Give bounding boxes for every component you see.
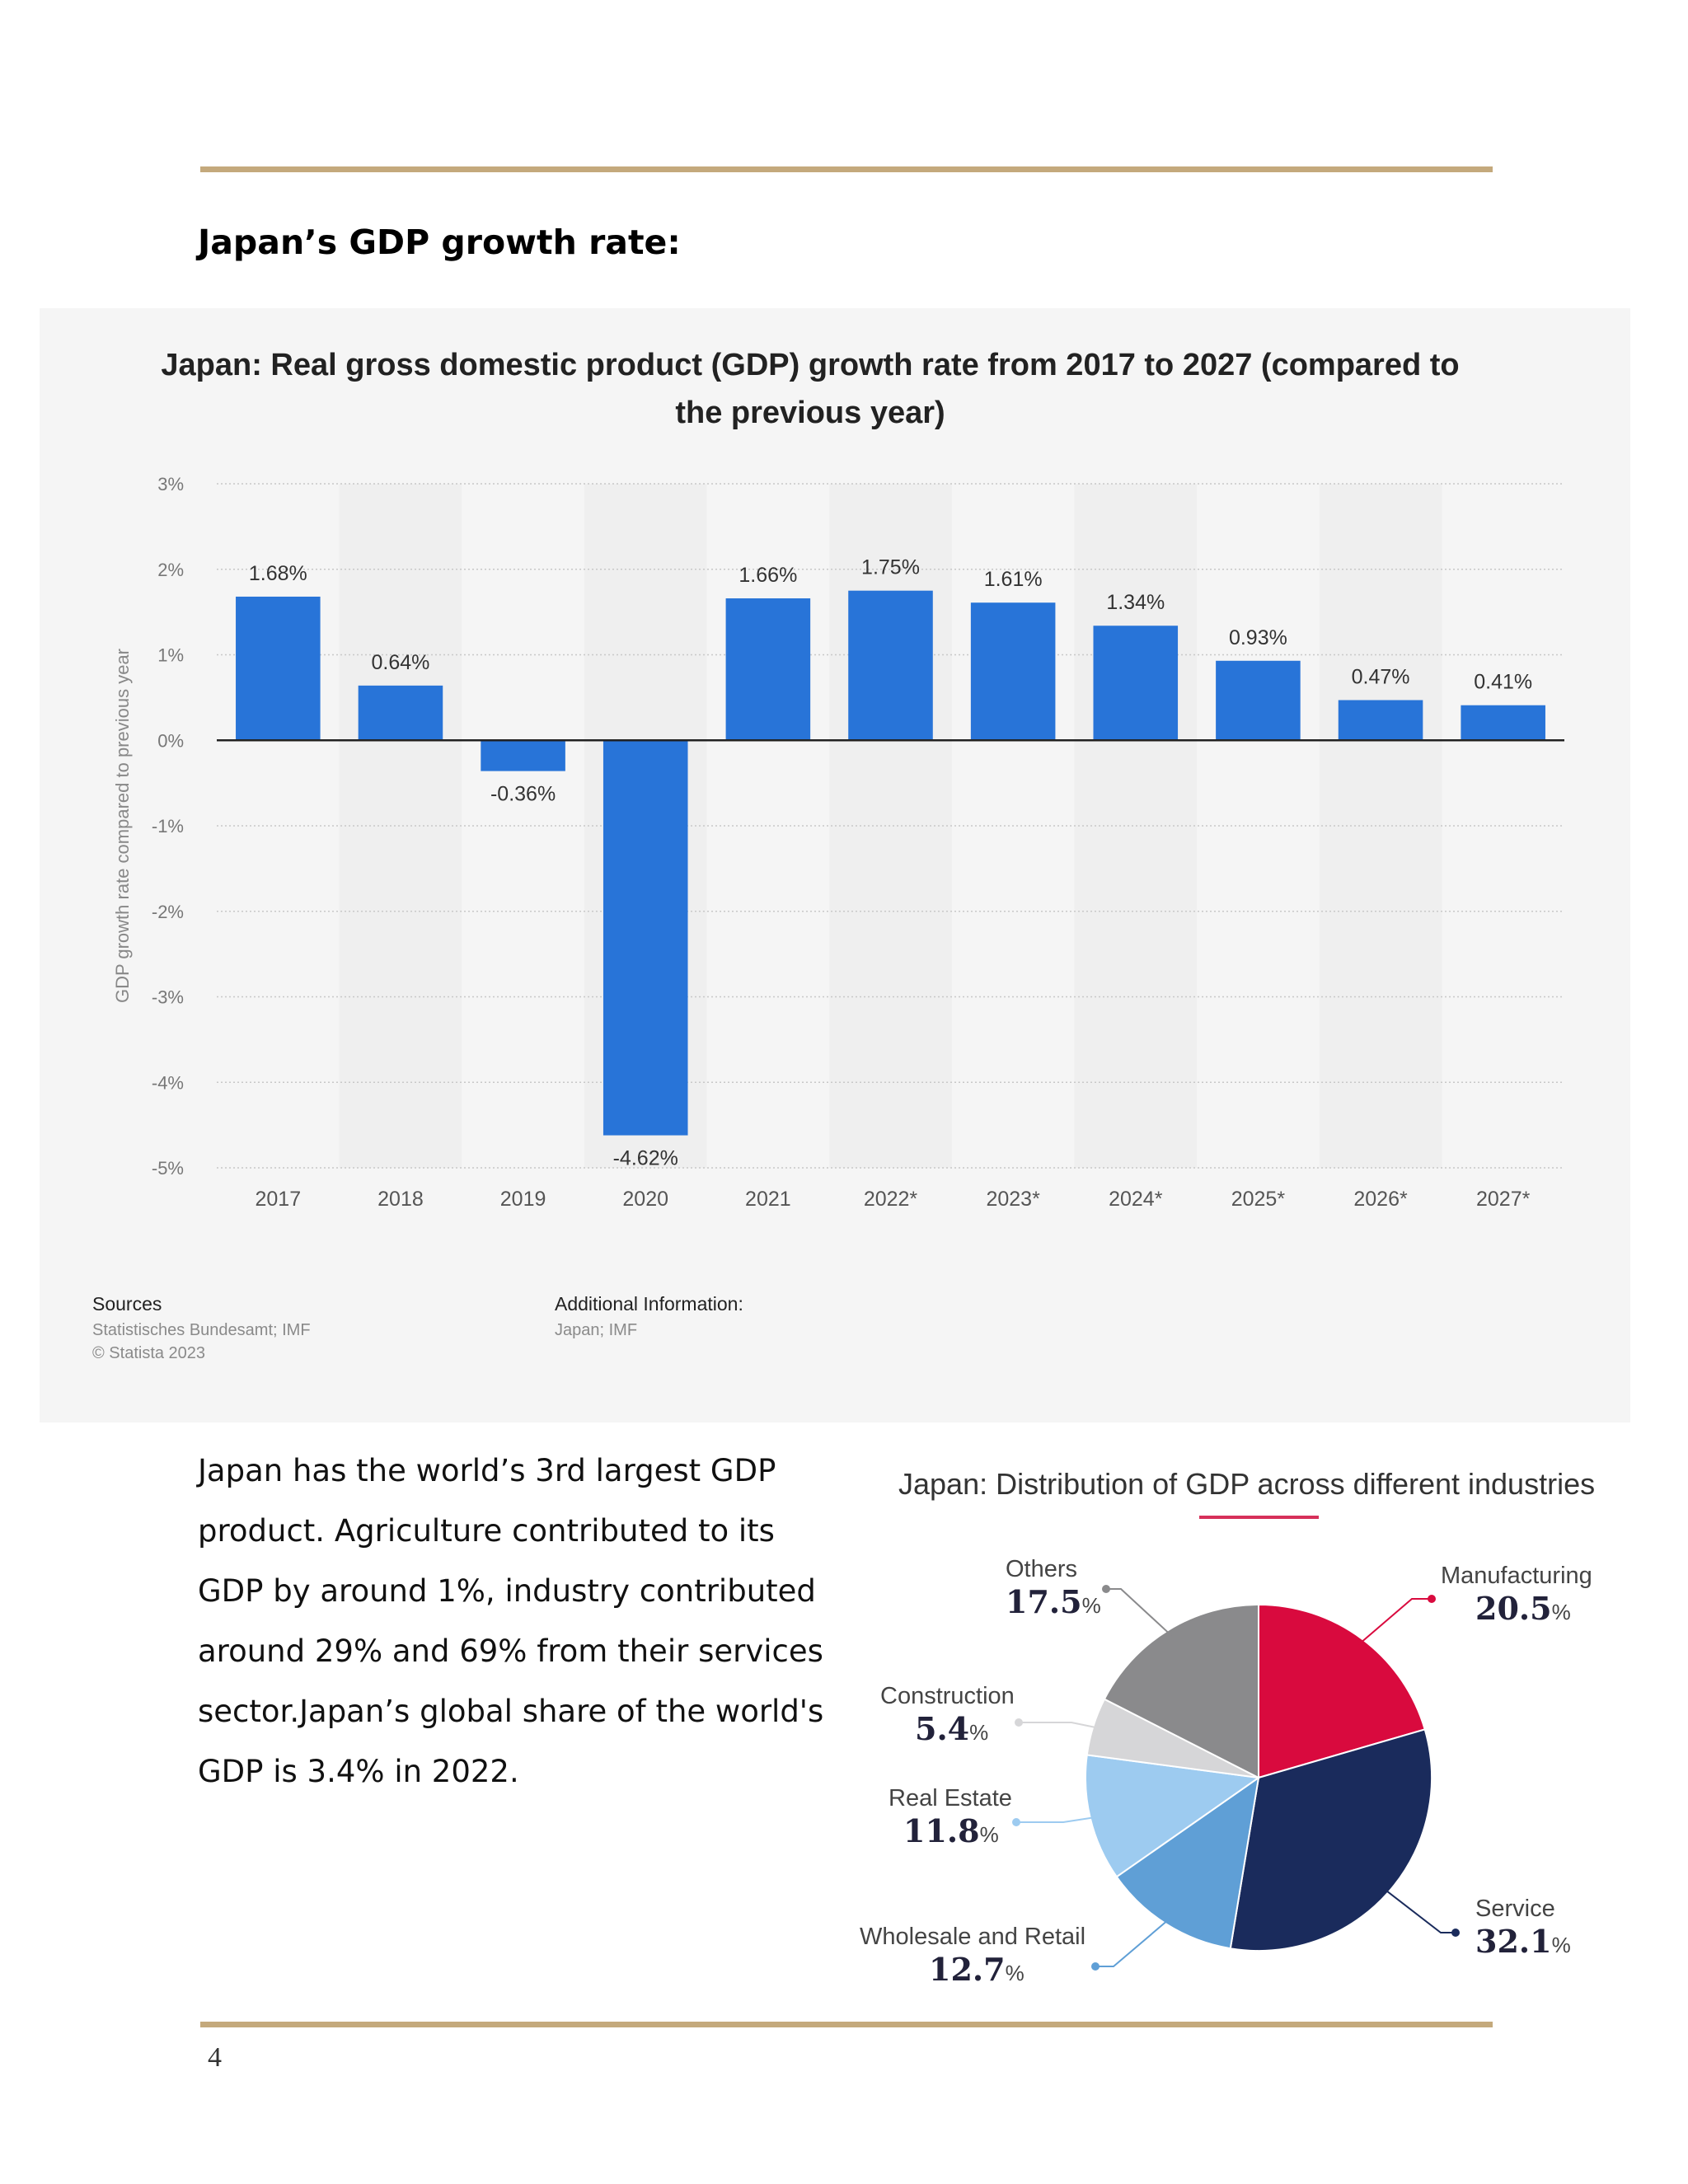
data-label: 1.34% [1106, 591, 1165, 614]
column-band [339, 484, 462, 1168]
pie-label-value: 17.5% [1006, 1583, 1101, 1620]
y-tick-label: -3% [152, 987, 184, 1008]
additional-info-text: Japan; IMF [555, 1321, 638, 1339]
y-tick-label: 1% [157, 645, 184, 666]
bar [1338, 700, 1423, 741]
data-label: 0.93% [1229, 626, 1287, 649]
x-tick-label: 2022* [864, 1188, 918, 1211]
data-label: -4.62% [613, 1147, 678, 1170]
y-tick-label: -2% [152, 902, 184, 922]
x-tick-label: 2019 [500, 1188, 546, 1211]
pie-label: Others 17.5% [1006, 1556, 1101, 1620]
x-tick-label: 2021 [745, 1188, 791, 1211]
sources-block: Sources Statistisches Bundesamt; IMF © S… [92, 1293, 311, 1365]
y-tick-label: -5% [152, 1158, 184, 1179]
data-label: 1.68% [249, 562, 307, 585]
pie-label: Real Estate 11.8% [889, 1785, 1012, 1849]
leader-dot [1015, 1718, 1023, 1727]
pie-label: Manufacturing 20.5% [1441, 1563, 1592, 1627]
pie-label-name: Construction [880, 1683, 1015, 1709]
bar [236, 596, 321, 741]
gdp-growth-chart: Japan: Real gross domestic product (GDP)… [40, 308, 1630, 1422]
bar [603, 740, 688, 1136]
pie-slice [1115, 1775, 1260, 1950]
pie-chart-title: Japan: Distribution of GDP across differ… [898, 1467, 1596, 1501]
pie-label: Construction 5.4% [880, 1683, 1015, 1747]
bottom-divider [200, 2022, 1493, 2027]
leader-dot [1091, 1962, 1100, 1971]
pie-label-name: Others [1006, 1556, 1078, 1582]
body-paragraph: Japan has the world’s 3rd largest GDP pr… [198, 1453, 824, 1789]
x-tick-label: 2020 [622, 1188, 668, 1211]
x-tick-label: 2018 [377, 1188, 424, 1211]
y-axis-title: GDP growth rate compared to previous yea… [112, 649, 133, 1003]
bar [481, 740, 565, 771]
y-tick-label: 2% [157, 560, 184, 580]
bar [1461, 705, 1545, 741]
leader-line [1106, 1588, 1173, 1637]
leader-line [1357, 1598, 1432, 1646]
pie-slice [1103, 1603, 1259, 1779]
additional-info-heading: Additional Information: [555, 1293, 743, 1315]
leader-line [1095, 1918, 1170, 1967]
pie-label: Service 32.1% [1475, 1896, 1571, 1960]
data-label: -0.36% [490, 783, 556, 806]
pie-label-value: 32.1% [1475, 1923, 1571, 1960]
y-tick-label: -1% [152, 816, 184, 837]
data-label: 1.61% [984, 568, 1043, 591]
leader-line [1016, 1816, 1097, 1823]
x-tick-label: 2025* [1231, 1188, 1286, 1211]
x-tick-label: 2017 [256, 1188, 302, 1211]
y-tick-label: 3% [157, 474, 184, 494]
pie-slice [1085, 1698, 1259, 1779]
x-tick-label: 2024* [1109, 1188, 1163, 1211]
pie-label-value: 5.4% [915, 1710, 989, 1747]
section-heading: Japan’s GDP growth rate: [198, 223, 681, 262]
sources-line: Statistisches Bundesamt; IMF [92, 1321, 311, 1339]
pie-label: Wholesale and Retail 12.7% [860, 1924, 1085, 1988]
data-label: 0.41% [1474, 671, 1532, 694]
x-tick-label: 2026* [1353, 1188, 1408, 1211]
pie-slice [1085, 1754, 1261, 1878]
leader-dot [1428, 1595, 1436, 1603]
pie-label-value: 11.8% [903, 1812, 999, 1849]
x-tick-label: 2027* [1476, 1188, 1531, 1211]
top-divider [200, 166, 1493, 172]
pie-title-underline [1199, 1516, 1319, 1519]
bar [1093, 626, 1179, 741]
chart-title: Japan: Real gross domestic product (GDP)… [161, 348, 1460, 430]
x-tick-label: 2023* [986, 1188, 1040, 1211]
data-label: 0.47% [1352, 665, 1410, 688]
y-tick-label: 0% [157, 730, 184, 751]
pie-label-value: 20.5% [1475, 1590, 1571, 1627]
data-label: 1.75% [861, 556, 920, 579]
bar [848, 590, 933, 741]
page-number: 4 [208, 2042, 222, 2073]
bar [970, 602, 1056, 741]
leader-dot [1012, 1818, 1020, 1826]
bar [1216, 660, 1301, 741]
pie-slice [1229, 1728, 1433, 1952]
pie-label-name: Service [1475, 1896, 1555, 1922]
additional-info-block: Additional Information: Japan; IMF [555, 1293, 743, 1342]
leader-line [1019, 1722, 1100, 1729]
pie-label-name: Manufacturing [1441, 1563, 1592, 1589]
bar [725, 598, 811, 741]
sources-heading: Sources [92, 1293, 162, 1315]
y-tick-label: -4% [152, 1072, 184, 1093]
leader-line [1382, 1887, 1456, 1933]
leader-dot [1102, 1585, 1110, 1593]
gdp-growth-bar-chart: 3% 2% 1% 0% -1% -2% -3% -4% -5% GDP growth rate c… [112, 474, 1564, 1211]
pie-label-value: 12.7% [929, 1951, 1025, 1988]
pie-slice [1258, 1603, 1426, 1779]
data-label: 1.66% [738, 564, 797, 587]
data-label: 0.64% [372, 651, 430, 674]
copyright-line: © Statista 2023 [92, 1344, 206, 1362]
pie-label-name: Real Estate [889, 1785, 1012, 1811]
bar [358, 685, 443, 741]
leader-dot [1451, 1929, 1460, 1937]
pie-label-name: Wholesale and Retail [860, 1924, 1086, 1950]
